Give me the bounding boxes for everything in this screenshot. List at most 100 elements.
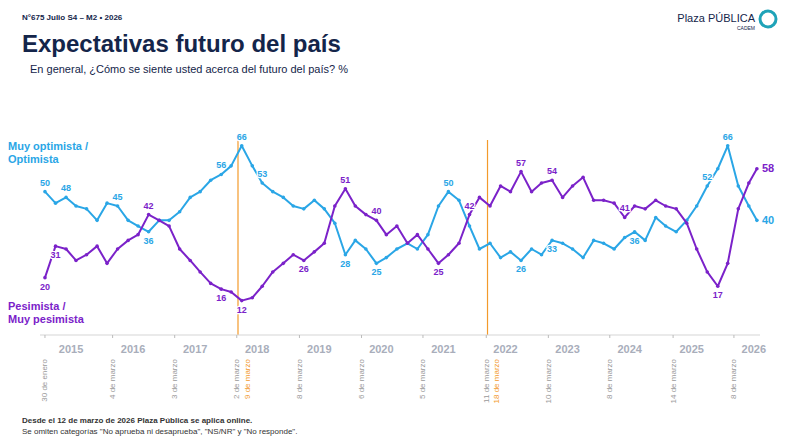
point — [74, 259, 78, 263]
point — [416, 247, 420, 251]
point — [116, 204, 120, 208]
point — [664, 204, 668, 208]
point — [468, 224, 472, 228]
point — [250, 164, 254, 168]
point — [209, 178, 213, 182]
point — [198, 190, 202, 194]
data-label: 56 — [216, 160, 226, 170]
brand: Plaza PÚBLICA — [677, 12, 755, 24]
date-label: 3 de marzo — [170, 358, 179, 399]
logo — [760, 11, 776, 27]
point — [623, 236, 627, 240]
point — [167, 219, 171, 223]
point — [313, 198, 317, 202]
point — [354, 204, 358, 208]
date-label: 4 de marzo — [108, 358, 117, 399]
date-label: 2 de marzo — [232, 358, 241, 399]
date-label: 8 de marzo — [605, 358, 614, 399]
point — [747, 181, 751, 185]
x-tick-label: 2023 — [555, 343, 579, 355]
point — [592, 239, 596, 243]
point — [716, 167, 720, 171]
data-label: 52 — [702, 172, 712, 182]
data-label: 58 — [762, 162, 774, 174]
data-label: 41 — [620, 203, 630, 213]
data-label: 53 — [257, 169, 267, 179]
date-tick — [673, 335, 674, 338]
chart: N°675 Julio S4 – M2 • 2026Plaza PÚBLICAC… — [0, 0, 800, 441]
point — [395, 247, 399, 251]
point — [302, 259, 306, 263]
point — [95, 244, 99, 248]
point — [602, 198, 606, 202]
point — [282, 262, 286, 266]
point — [354, 239, 358, 243]
point — [488, 204, 492, 208]
data-label: 66 — [723, 132, 733, 142]
series-line — [45, 169, 757, 301]
point — [602, 241, 606, 245]
point — [43, 190, 47, 194]
data-label: 25 — [371, 267, 381, 277]
point — [561, 196, 565, 200]
x-tick-label: 2024 — [617, 343, 642, 355]
data-label: 26 — [516, 264, 526, 274]
point — [260, 181, 264, 185]
point — [540, 181, 544, 185]
data-label: 48 — [61, 183, 71, 193]
data-label: 40 — [371, 206, 381, 216]
point — [488, 241, 492, 245]
point — [695, 247, 699, 251]
x-tick-label: 2016 — [121, 343, 145, 355]
point — [726, 144, 730, 148]
point — [85, 207, 89, 211]
point — [147, 230, 151, 234]
point — [426, 233, 430, 237]
point — [240, 144, 244, 148]
point — [736, 207, 740, 211]
date-tick — [112, 335, 113, 338]
x-tick-label: 2018 — [245, 343, 269, 355]
point — [447, 190, 451, 194]
data-label: 45 — [113, 192, 123, 202]
data-label: 12 — [237, 305, 247, 315]
date-tick — [609, 335, 610, 338]
point — [716, 284, 720, 288]
point — [188, 196, 192, 200]
point — [705, 270, 709, 274]
date-label: 30 de enero — [40, 358, 49, 401]
data-label: 50 — [443, 178, 453, 188]
point — [499, 256, 503, 260]
point — [250, 296, 254, 300]
date-tick — [44, 335, 45, 338]
point — [550, 239, 554, 243]
point — [437, 204, 441, 208]
point — [643, 239, 647, 243]
point — [157, 219, 161, 223]
point — [457, 198, 461, 202]
point — [633, 204, 637, 208]
date-label: 8 de marzo — [295, 358, 304, 399]
point — [478, 196, 482, 200]
point — [302, 207, 306, 211]
point — [43, 276, 47, 280]
data-label: 66 — [237, 132, 247, 142]
legend-line: Muy pesimista — [8, 313, 85, 325]
point — [136, 233, 140, 237]
point — [571, 247, 575, 251]
point — [674, 230, 678, 234]
point — [426, 247, 430, 251]
data-label: 25 — [433, 267, 443, 277]
series-group — [43, 144, 759, 302]
highlight-label: 9 de marzo — [243, 358, 252, 399]
point — [509, 250, 513, 254]
point — [198, 270, 202, 274]
point — [291, 204, 295, 208]
point — [375, 262, 379, 266]
data-label: 26 — [299, 264, 309, 274]
brand-sub: CADEM — [737, 25, 755, 31]
point — [705, 184, 709, 188]
date-tick — [486, 335, 487, 338]
point — [116, 247, 120, 251]
point — [395, 224, 399, 228]
